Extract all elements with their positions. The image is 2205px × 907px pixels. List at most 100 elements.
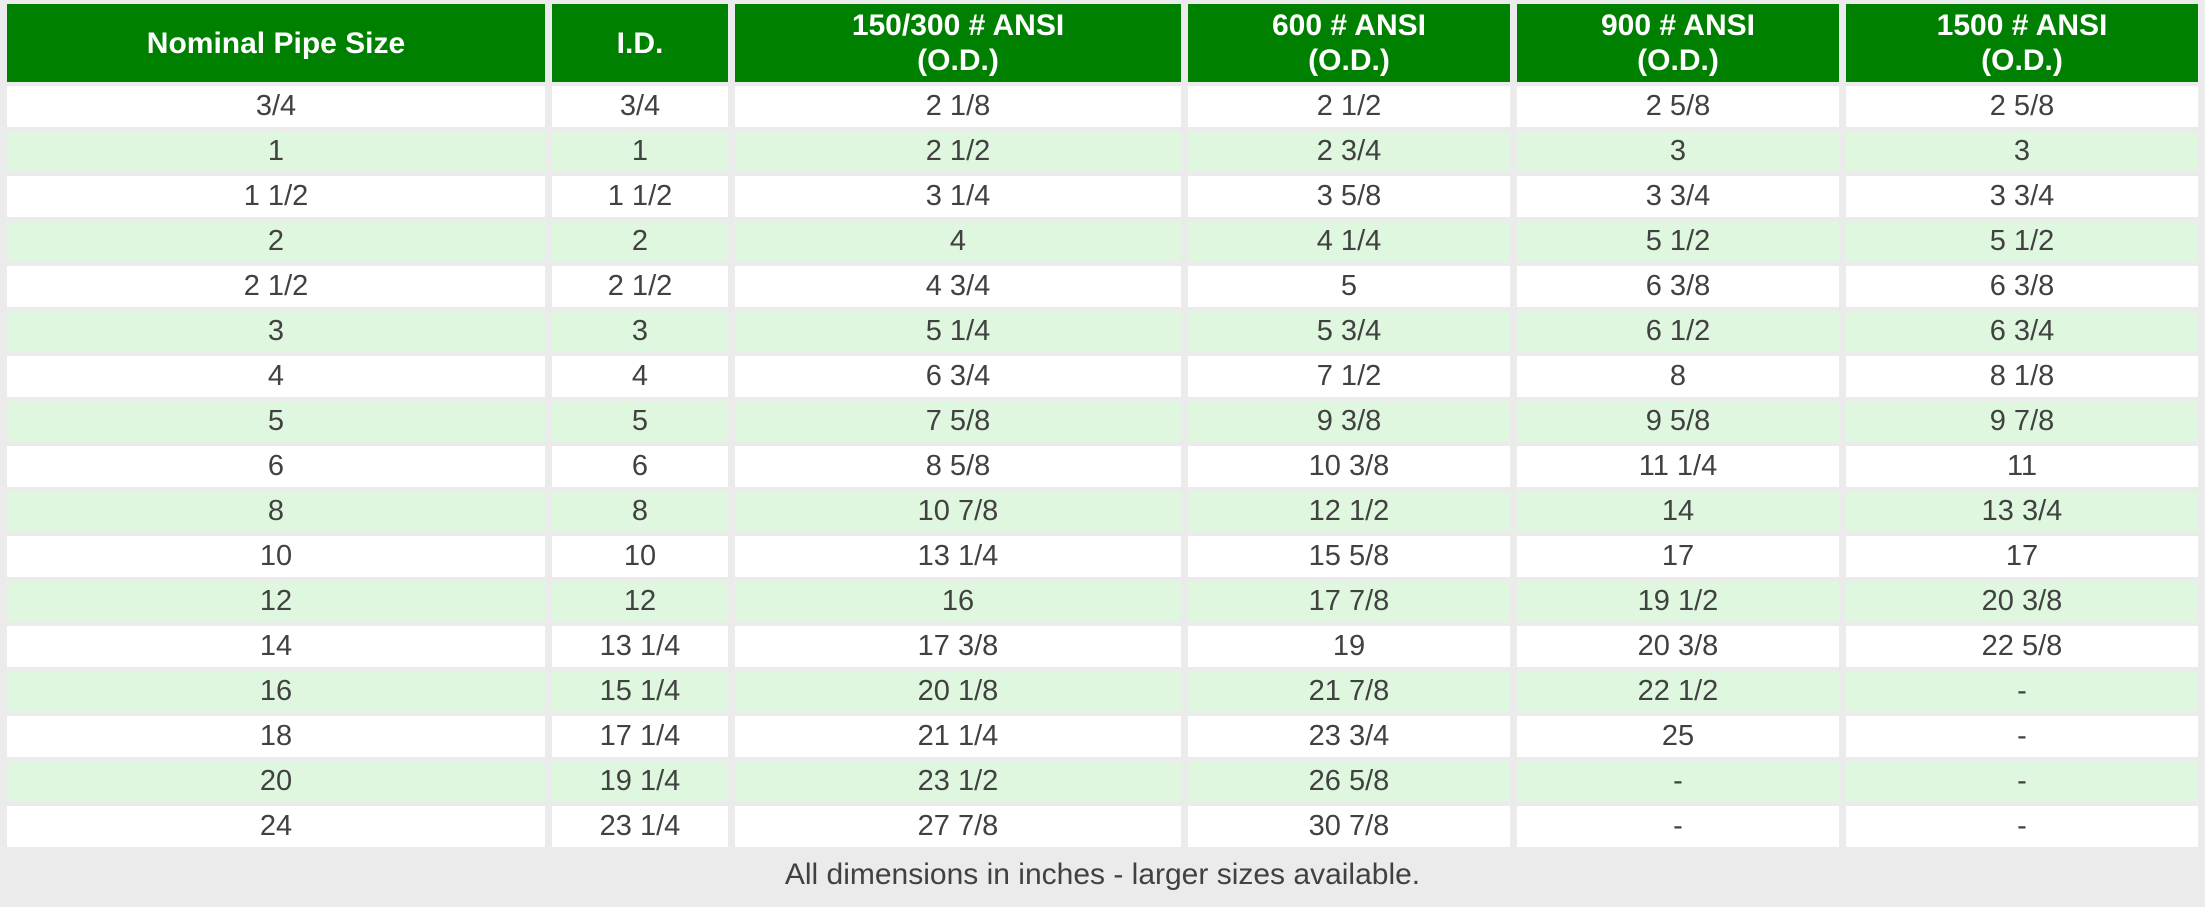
- table-cell: 13 1/4: [552, 626, 728, 667]
- table-row: 20 19 1/4 23 1/2 26 5/8- -: [7, 761, 2198, 802]
- table-cell: 26 5/8: [1188, 761, 1510, 802]
- table-cell: 1 1/2: [7, 176, 545, 217]
- table-row: 3/4 3/4 2 1/8 2 1/2 2 5/8 2 5/8: [7, 86, 2198, 127]
- table-cell: 25: [1517, 716, 1839, 757]
- table-cell: 11 1/4: [1517, 446, 1839, 487]
- column-header-600-ansi-od: 600 # ANSI (O.D.): [1188, 4, 1510, 82]
- table-cell: 20 3/8: [1846, 581, 2198, 622]
- column-header-label: I.D.: [616, 26, 664, 60]
- table-cell: 14: [1517, 491, 1839, 532]
- table-cell: 19: [1188, 626, 1510, 667]
- table-cell: 23 1/2: [735, 761, 1181, 802]
- table-row: 8 8 10 7/8 12 1/2 14 13 3/4: [7, 491, 2198, 532]
- footnote: All dimensions in inches - larger sizes …: [784, 858, 1421, 891]
- table-cell: 2: [552, 221, 728, 262]
- table-cell: 3: [1846, 131, 2198, 172]
- table-cell: 6: [552, 446, 728, 487]
- table-cell: 3 1/4: [735, 176, 1181, 217]
- table-cell: 8: [552, 491, 728, 532]
- table-cell: 10 3/8: [1188, 446, 1510, 487]
- table-cell: 2 1/2: [7, 266, 545, 307]
- table-cell: 1: [552, 131, 728, 172]
- table-cell: 2 1/2: [552, 266, 728, 307]
- column-header-label: 900 # ANSI: [1601, 9, 1755, 42]
- table-cell: 7 1/2: [1188, 356, 1510, 397]
- table-cell: 30 7/8: [1188, 806, 1510, 847]
- table-body: 3/4 3/4 2 1/8 2 1/2 2 5/8 2 5/8 1 1 2 1/2 2 3/4 3 3…: [7, 86, 2198, 847]
- table-cell: 8: [1517, 356, 1839, 397]
- table-cell: 16: [735, 581, 1181, 622]
- table-cell: 12: [552, 581, 728, 622]
- table-cell: 21 1/4: [735, 716, 1181, 757]
- table-row: 16 15 1/4 20 1/8 21 7/8 22 1/2-: [7, 671, 2198, 712]
- table-cell: 4: [552, 356, 728, 397]
- table-cell: 5: [7, 401, 545, 442]
- table-row: 24 23 1/4 27 7/8 30 7/8- -: [7, 806, 2198, 847]
- table-cell: -: [1846, 761, 2198, 802]
- table-cell: 2 3/4: [1188, 131, 1510, 172]
- table-cell: 1: [7, 131, 545, 172]
- pipe-dimensions-table: Nominal Pipe Size I.D. 150/300 # ANSI (O.…: [7, 4, 2198, 847]
- column-header-900-ansi-od: 900 # ANSI (O.D.): [1517, 4, 1839, 82]
- table-cell: 8 1/8: [1846, 356, 2198, 397]
- table-cell: 6 3/4: [735, 356, 1181, 397]
- table-cell: 16: [7, 671, 545, 712]
- table-cell: 17: [1846, 536, 2198, 577]
- table-row: 14 13 1/4 17 3/8 19 20 3/8 22 5/8: [7, 626, 2198, 667]
- table-cell: 8: [7, 491, 545, 532]
- table-cell: 5 1/4: [735, 311, 1181, 352]
- table-cell: 4 3/4: [735, 266, 1181, 307]
- table-cell: -: [1846, 671, 2198, 712]
- table-cell: 3 5/8: [1188, 176, 1510, 217]
- table-cell: 6: [7, 446, 545, 487]
- table-cell: 9 7/8: [1846, 401, 2198, 442]
- table-cell: 20 3/8: [1517, 626, 1839, 667]
- table-cell: 19 1/4: [552, 761, 728, 802]
- table-cell: 3/4: [552, 86, 728, 127]
- table-cell: 1 1/2: [552, 176, 728, 217]
- table-cell: 6 3/4: [1846, 311, 2198, 352]
- table-cell: 13 3/4: [1846, 491, 2198, 532]
- table-cell: 18: [7, 716, 545, 757]
- column-header-label: 1500 # ANSI: [1936, 9, 2108, 42]
- table-cell: 9 3/8: [1188, 401, 1510, 442]
- column-header-1500-ansi-od: 1500 # ANSI (O.D.): [1846, 4, 2198, 82]
- table-cell: 3 3/4: [1517, 176, 1839, 217]
- table-cell: 12 1/2: [1188, 491, 1510, 532]
- table-cell: 2 5/8: [1846, 86, 2198, 127]
- table-cell: -: [1517, 761, 1839, 802]
- table-cell: 15 5/8: [1188, 536, 1510, 577]
- table-cell: 6 3/8: [1846, 266, 2198, 307]
- table-cell: -: [1846, 716, 2198, 757]
- column-header-150-300-ansi-od: 150/300 # ANSI (O.D.): [735, 4, 1181, 82]
- table-cell: 12: [7, 581, 545, 622]
- table-cell: 27 7/8: [735, 806, 1181, 847]
- table-cell: 4: [7, 356, 545, 397]
- header-row: Nominal Pipe Size I.D. 150/300 # ANSI (O.…: [7, 4, 2198, 82]
- table-cell: 4 1/4: [1188, 221, 1510, 262]
- table-row: 2 1/2 2 1/2 4 3/4 5 6 3/8 6 3/8: [7, 266, 2198, 307]
- column-header-id: I.D.: [552, 4, 728, 82]
- table-cell: 5: [1188, 266, 1510, 307]
- column-header-nominal-pipe-size: Nominal Pipe Size: [7, 4, 545, 82]
- table-cell: 3: [1517, 131, 1839, 172]
- table-cell: -: [1517, 806, 1839, 847]
- column-header-label: Nominal Pipe Size: [146, 26, 406, 60]
- column-header-label: 600 # ANSI: [1272, 9, 1426, 42]
- table-cell: 14: [7, 626, 545, 667]
- table-cell: 15 1/4: [552, 671, 728, 712]
- table-cell: 2 5/8: [1517, 86, 1839, 127]
- table-cell: 17 1/4: [552, 716, 728, 757]
- table-cell: 17 3/8: [735, 626, 1181, 667]
- table-cell: 20 1/8: [735, 671, 1181, 712]
- column-header-subline: (O.D.): [917, 44, 999, 77]
- table-cell: 22 1/2: [1517, 671, 1839, 712]
- table-cell: 10: [552, 536, 728, 577]
- table-cell: 10 7/8: [735, 491, 1181, 532]
- table-cell: 17 7/8: [1188, 581, 1510, 622]
